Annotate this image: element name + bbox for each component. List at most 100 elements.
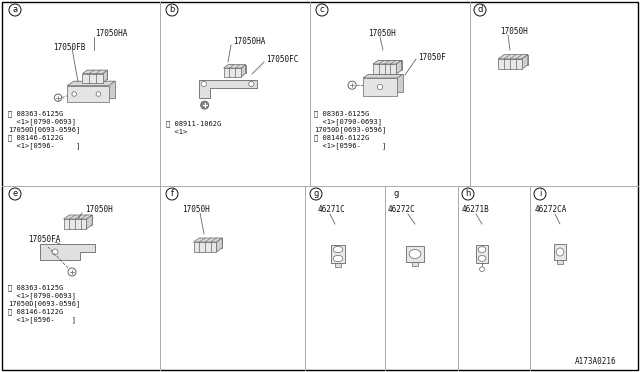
Polygon shape	[63, 219, 86, 229]
Polygon shape	[498, 59, 522, 69]
Text: 17050FA: 17050FA	[28, 235, 60, 244]
Polygon shape	[86, 215, 92, 229]
Ellipse shape	[333, 255, 343, 262]
Polygon shape	[498, 55, 528, 59]
Text: <1>[0596-     ]: <1>[0596- ]	[8, 142, 80, 150]
Polygon shape	[83, 70, 108, 74]
Text: h: h	[465, 189, 470, 199]
Text: f: f	[170, 189, 173, 199]
Text: <1>[0790-0693]: <1>[0790-0693]	[8, 293, 76, 299]
Circle shape	[474, 4, 486, 16]
Polygon shape	[223, 65, 246, 68]
Text: Ⓢ 08363-6125G: Ⓢ 08363-6125G	[8, 285, 63, 291]
Text: <1>: <1>	[166, 129, 188, 135]
Text: Ⓢ 08911-1062G: Ⓢ 08911-1062G	[166, 121, 221, 127]
Ellipse shape	[409, 250, 421, 259]
Text: 17050H: 17050H	[85, 205, 113, 215]
Polygon shape	[102, 70, 108, 83]
Text: g: g	[314, 189, 319, 199]
Circle shape	[479, 267, 484, 272]
Text: 17050HA: 17050HA	[95, 29, 127, 38]
Text: i: i	[539, 189, 541, 199]
Text: d: d	[477, 6, 483, 15]
Circle shape	[378, 84, 383, 90]
Polygon shape	[74, 81, 115, 98]
Polygon shape	[396, 60, 402, 74]
Text: 46272CA: 46272CA	[535, 205, 568, 215]
Ellipse shape	[478, 247, 486, 253]
Text: <1>[0790-0693]: <1>[0790-0693]	[8, 119, 76, 125]
Circle shape	[249, 81, 254, 87]
Bar	[554, 244, 566, 260]
Bar	[331, 245, 346, 263]
Text: 17050D[0693-0596]: 17050D[0693-0596]	[8, 301, 80, 307]
Circle shape	[316, 4, 328, 16]
Text: 17050D[0693-0596]: 17050D[0693-0596]	[314, 126, 387, 134]
Polygon shape	[372, 64, 396, 74]
Text: Ⓑ 08146-6122G: Ⓑ 08146-6122G	[8, 309, 63, 315]
Text: 46271C: 46271C	[318, 205, 346, 215]
Polygon shape	[368, 74, 403, 92]
Circle shape	[348, 81, 356, 89]
Circle shape	[54, 94, 62, 101]
Circle shape	[534, 188, 546, 200]
Polygon shape	[504, 55, 528, 65]
Polygon shape	[40, 244, 95, 260]
Polygon shape	[199, 238, 222, 248]
Ellipse shape	[333, 246, 343, 253]
Bar	[476, 245, 488, 263]
Polygon shape	[200, 80, 257, 98]
Polygon shape	[378, 60, 402, 70]
Text: 17050FB: 17050FB	[53, 44, 85, 52]
Text: g: g	[394, 189, 399, 199]
Circle shape	[462, 188, 474, 200]
Circle shape	[68, 268, 76, 276]
Text: Ⓢ 08363-6125G: Ⓢ 08363-6125G	[314, 111, 369, 117]
Circle shape	[310, 188, 322, 200]
Text: 46271B: 46271B	[462, 205, 490, 215]
Polygon shape	[63, 215, 92, 219]
Text: 17050H: 17050H	[368, 29, 396, 38]
Polygon shape	[522, 55, 528, 69]
Polygon shape	[363, 74, 403, 78]
Text: <1>[0790-0693]: <1>[0790-0693]	[314, 119, 382, 125]
Polygon shape	[372, 60, 402, 64]
Polygon shape	[241, 65, 246, 77]
Bar	[557, 260, 563, 264]
Text: b: b	[170, 6, 175, 15]
Circle shape	[201, 101, 209, 109]
Circle shape	[166, 188, 178, 200]
Polygon shape	[87, 70, 108, 79]
Bar	[406, 246, 424, 262]
Polygon shape	[69, 215, 92, 225]
Text: 17050FC: 17050FC	[266, 55, 298, 64]
Polygon shape	[363, 78, 397, 96]
Text: 17050HA: 17050HA	[233, 38, 266, 46]
Polygon shape	[193, 242, 216, 252]
Ellipse shape	[556, 248, 564, 256]
Text: A173A0216: A173A0216	[575, 357, 616, 366]
Circle shape	[96, 92, 100, 96]
Circle shape	[52, 249, 58, 255]
Text: a: a	[12, 6, 17, 15]
Text: Ⓢ 08363-6125G: Ⓢ 08363-6125G	[8, 111, 63, 117]
Text: <1>[0596-    ]: <1>[0596- ]	[8, 317, 76, 323]
Circle shape	[166, 4, 178, 16]
Polygon shape	[83, 74, 102, 83]
Circle shape	[9, 188, 21, 200]
Text: 17050H: 17050H	[500, 28, 528, 36]
Bar	[335, 263, 341, 267]
Polygon shape	[223, 68, 241, 77]
Ellipse shape	[478, 256, 486, 261]
Polygon shape	[216, 238, 222, 252]
Text: Ⓑ 08146-6122G: Ⓑ 08146-6122G	[8, 135, 63, 141]
Bar	[412, 262, 419, 266]
Text: 46272C: 46272C	[388, 205, 416, 215]
Text: 17050H: 17050H	[182, 205, 210, 215]
Polygon shape	[67, 81, 115, 86]
Text: 17050F: 17050F	[418, 52, 445, 61]
Polygon shape	[228, 65, 246, 73]
Text: c: c	[320, 6, 324, 15]
Text: <1>[0596-     ]: <1>[0596- ]	[314, 142, 387, 150]
Circle shape	[201, 81, 207, 87]
